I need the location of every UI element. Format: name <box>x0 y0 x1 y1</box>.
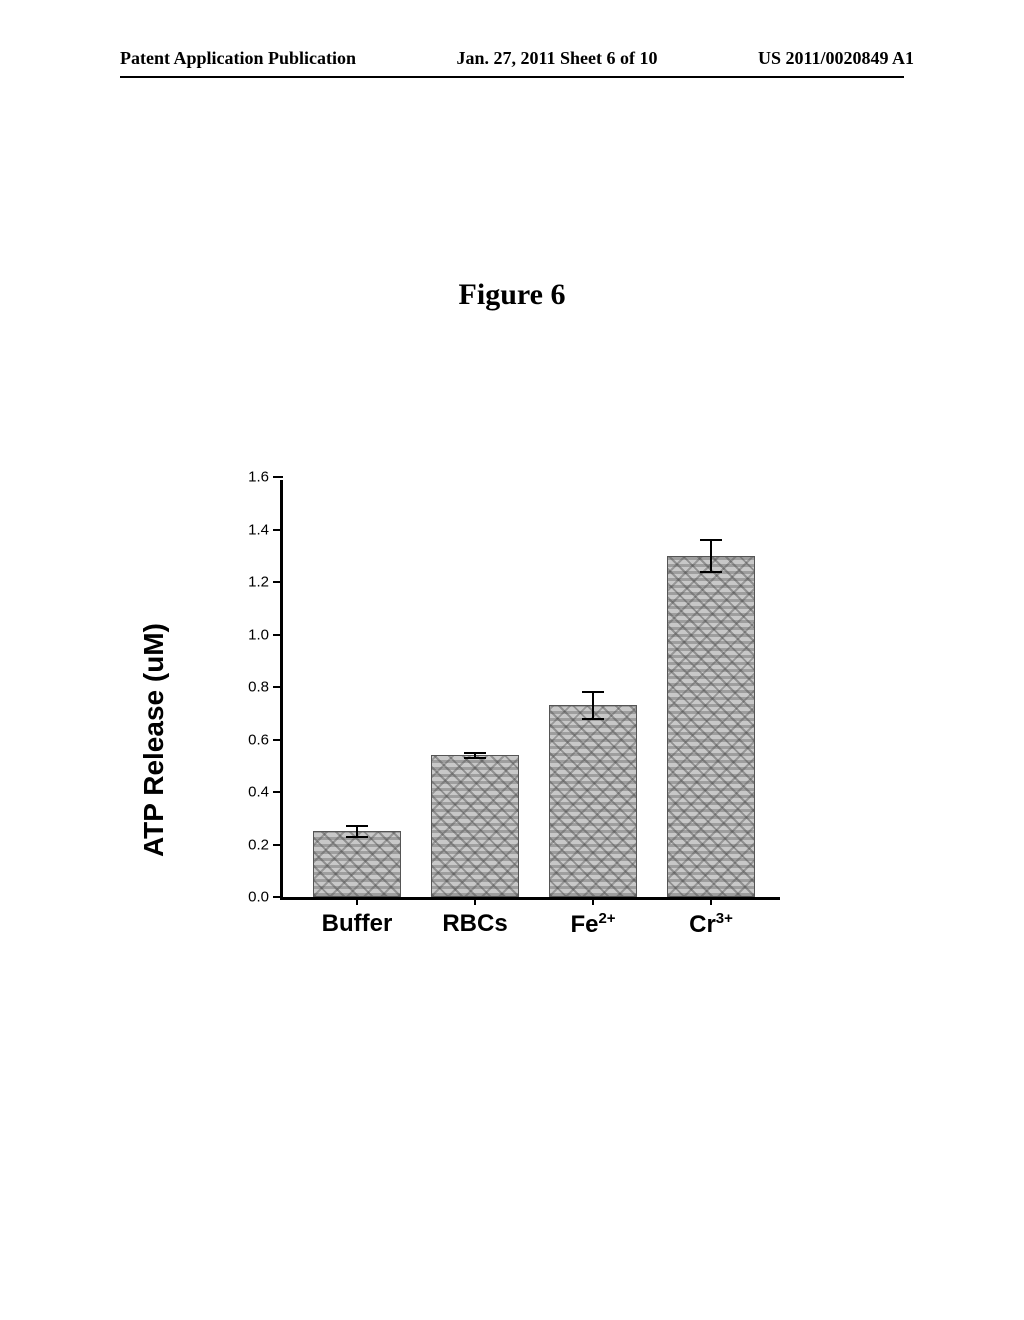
bar <box>313 831 401 897</box>
x-tick <box>592 897 594 905</box>
x-tick <box>474 897 476 905</box>
x-tick-label: Fe2+ <box>570 910 615 939</box>
error-cap <box>700 539 722 541</box>
y-tick-label: 0.4 <box>248 784 283 801</box>
y-tick-label: 0.0 <box>248 889 283 906</box>
y-tick-label: 1.4 <box>248 521 283 538</box>
header-rule <box>120 76 904 78</box>
x-tick-label: Cr3+ <box>689 910 733 939</box>
bar <box>549 705 637 897</box>
header-center: Jan. 27, 2011 Sheet 6 of 10 <box>456 48 657 69</box>
x-tick-label: RBCs <box>442 910 507 938</box>
error-cap <box>346 825 368 827</box>
y-tick-label: 0.2 <box>248 836 283 853</box>
error-cap <box>464 752 486 754</box>
y-tick-label: 1.0 <box>248 626 283 643</box>
x-tick <box>356 897 358 905</box>
error-cap <box>582 718 604 720</box>
x-tick <box>710 897 712 905</box>
error-bar <box>710 540 712 572</box>
bar <box>431 755 519 897</box>
y-axis-label: ATP Release (uM) <box>138 623 170 857</box>
y-tick-label: 0.6 <box>248 731 283 748</box>
error-cap <box>582 691 604 693</box>
y-tick-label: 1.6 <box>248 469 283 486</box>
header-right: US 2011/0020849 A1 <box>758 48 914 69</box>
error-cap <box>464 757 486 759</box>
bar-chart: ATP Release (uM) 0.00.20.40.60.81.01.21.… <box>210 480 810 1000</box>
header-left: Patent Application Publication <box>120 48 356 69</box>
x-tick-label: Buffer <box>322 910 393 938</box>
y-tick-label: 1.2 <box>248 574 283 591</box>
plot-area: 0.00.20.40.60.81.01.21.41.6BufferRBCsFe2… <box>280 480 780 900</box>
error-bar <box>592 692 594 718</box>
bar <box>667 556 755 897</box>
error-cap <box>346 836 368 838</box>
error-cap <box>700 571 722 573</box>
page-header: Patent Application Publication Jan. 27, … <box>0 48 1024 69</box>
figure-title: Figure 6 <box>0 278 1024 312</box>
y-tick-label: 0.8 <box>248 679 283 696</box>
